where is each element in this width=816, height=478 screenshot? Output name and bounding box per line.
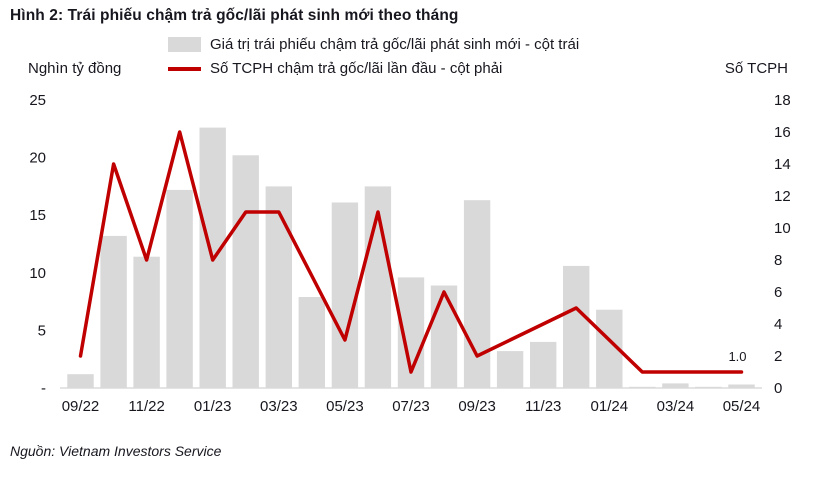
right-tick-label: 2: [774, 348, 782, 365]
bar: [331, 202, 359, 388]
bar: [695, 386, 722, 388]
bar: [530, 341, 557, 388]
x-tick-label: 05/23: [326, 398, 364, 415]
chart-title: Hình 2: Trái phiếu chậm trả gốc/lãi phát…: [10, 7, 459, 24]
left-tick-label: 5: [38, 322, 46, 339]
legend-item-bar-series: Giá trị trái phiếu chậm trả gốc/lãi phát…: [168, 36, 579, 53]
left-axis-title: Nghìn tỷ đồng: [28, 60, 122, 77]
x-tick-label: 03/23: [260, 398, 298, 415]
left-tick-label: 20: [29, 150, 46, 167]
x-tick-label: 11/23: [525, 398, 561, 415]
x-tick-label: 01/24: [591, 398, 629, 415]
right-tick-label: 16: [774, 124, 791, 141]
bar: [430, 285, 458, 388]
bar: [662, 383, 689, 388]
right-tick-label: 6: [774, 284, 782, 301]
bar: [133, 256, 160, 388]
bar: [298, 297, 325, 388]
x-tick-label: 01/23: [194, 398, 232, 415]
legend-item-line-series: Số TCPH chậm trả gốc/lãi lần đầu - cột p…: [168, 60, 579, 77]
left-tick-label: 10: [29, 265, 46, 282]
right-tick-label: 12: [774, 188, 791, 205]
bar: [67, 374, 94, 388]
left-tick-label: 25: [29, 92, 46, 109]
right-axis-title: Số TCPH: [724, 60, 788, 77]
bar: [265, 186, 292, 388]
x-tick-label: 11/22: [128, 398, 164, 415]
x-tick-label: 03/24: [657, 398, 695, 415]
right-tick-label: 10: [774, 220, 791, 237]
right-tick-label: 0: [774, 380, 782, 397]
bar: [563, 265, 590, 388]
bar: [496, 351, 524, 388]
x-tick-label: 07/23: [392, 398, 430, 415]
x-tick-label: 09/23: [458, 398, 496, 415]
source-note: Nguồn: Vietnam Investors Service: [10, 443, 222, 459]
bar: [166, 189, 193, 388]
x-tick-label: 05/24: [723, 398, 761, 415]
bar: [728, 384, 755, 388]
legend-label-line-series: Số TCPH chậm trả gốc/lãi lần đầu - cột p…: [210, 60, 503, 77]
bar: [629, 386, 656, 388]
bar: [100, 235, 127, 388]
data-label: 1.0: [728, 349, 746, 364]
bar: [463, 200, 491, 388]
right-tick-label: 18: [774, 92, 791, 109]
bar-series-swatch: [168, 37, 201, 52]
left-tick-label: -: [41, 380, 46, 397]
right-tick-label: 4: [774, 316, 782, 333]
legend: Giá trị trái phiếu chậm trả gốc/lãi phát…: [168, 36, 579, 77]
bar: [232, 155, 259, 388]
left-tick-label: 15: [29, 207, 46, 224]
line-series-swatch: [168, 66, 201, 71]
legend-label-bar-series: Giá trị trái phiếu chậm trả gốc/lãi phát…: [210, 36, 580, 53]
x-tick-label: 09/22: [62, 398, 100, 415]
right-tick-label: 14: [774, 156, 791, 173]
line-series: [78, 130, 744, 374]
right-tick-label: 8: [774, 252, 782, 269]
